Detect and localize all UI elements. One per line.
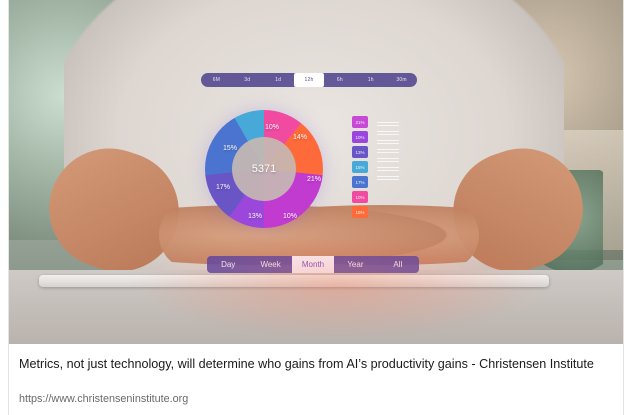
legend-lines [377,122,399,237]
bar-row: 10% [352,131,368,143]
donut-chart: 5371 10% 14% 21% 10% 13% 17% 15% [205,110,323,228]
tab-year: Year [347,260,364,269]
pill-30m: 30m [396,77,407,83]
bar-row: 21% [352,116,368,128]
date-range-tabs: Day Week Month Year All [207,256,419,273]
donut-segment-label: 21% [307,176,322,183]
pill-1d: 1d [275,77,282,83]
tab-all: All [393,260,403,269]
donut-center-hole: 5371 [232,137,296,201]
bar-row: 15% [352,206,368,218]
pill-6m: 6M [212,77,221,83]
time-range-pill-bar: 6M 3d 1d 12h 6h 1h 30m [201,73,417,87]
keyboard [39,275,549,287]
bar-row: 17% [352,176,368,188]
link-preview-meta[interactable]: Metrics, not just technology, will deter… [9,344,623,415]
pill-3d: 3d [244,77,251,83]
donut-segment-label: 10% [265,124,280,131]
legend-line-group [377,140,399,144]
legend-line-group [377,131,399,135]
tab-day: Day [221,260,236,269]
tab-month: Month [291,256,335,273]
legend-line-group [377,167,399,171]
bar-row: 10% [352,191,368,203]
link-preview-card[interactable]: 6M 3d 1d 12h 6h 1h 30m 5371 10% 14% 21% … [8,0,624,415]
donut-segment-label: 15% [223,145,238,152]
vertical-bar-stack: 21% 10% 13% 15% 17% 10% 15% [352,116,368,240]
donut-segment-label: 10% [283,213,298,220]
legend-line-group [377,122,399,126]
legend-line-group [377,158,399,162]
bar-row: 15% [352,161,368,173]
legend-line-group [377,176,399,180]
pill-12h: 12h [293,73,325,87]
bar-row: 13% [352,146,368,158]
donut-segment-label: 17% [216,184,231,191]
legend-line-group [377,149,399,153]
pill-1h: 1h [367,77,374,83]
article-title[interactable]: Metrics, not just technology, will deter… [19,357,594,371]
pill-6h: 6h [336,77,343,83]
preview-image[interactable]: 6M 3d 1d 12h 6h 1h 30m 5371 10% 14% 21% … [9,0,623,344]
tab-week: Week [260,260,281,269]
donut-center-value: 5371 [251,163,277,175]
donut-segment-label: 14% [293,134,308,141]
donut-segment-label: 13% [248,213,263,220]
article-url[interactable]: https://www.christenseninstitute.org [19,393,189,405]
